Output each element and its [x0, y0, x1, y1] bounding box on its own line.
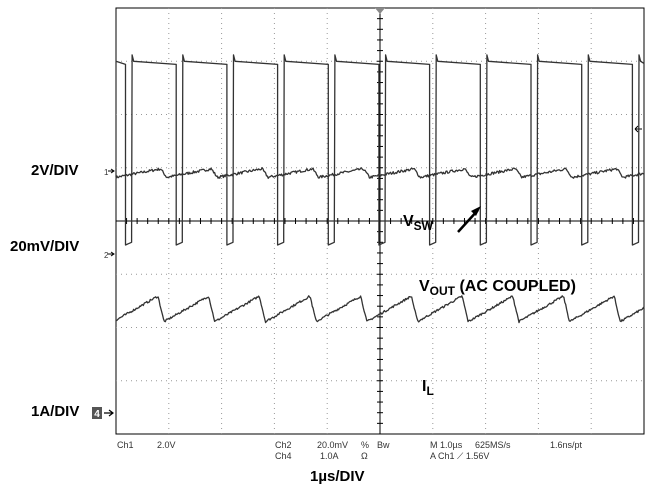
readout-ch2-sym: %	[361, 440, 370, 450]
graticule	[115, 7, 645, 435]
readout-ch1-scale: 2.0V	[157, 440, 176, 450]
readout-resolution: 1.6ns/pt	[550, 440, 583, 450]
ch4-marker-number: 4	[94, 409, 100, 420]
readout-ch4-scale: 1.0A	[320, 451, 339, 461]
readout-ch1: Ch1	[117, 440, 134, 450]
ch2-scale-label: 20mV/DIV	[10, 238, 80, 255]
ch4-marker-box	[92, 407, 102, 419]
vsw-label: VSW	[403, 213, 433, 233]
vsw-sub: SW	[413, 219, 434, 234]
ch2-marker-arrow	[108, 251, 115, 257]
readout-ch4-sym: Ω	[361, 451, 368, 461]
readout-sample-rate: 625MS/s	[475, 440, 511, 450]
il-sub: L	[426, 384, 434, 399]
readout-trigger: A Ch1 ⟋ 1.56V	[430, 451, 490, 461]
ch4-marker-arrow	[104, 409, 114, 417]
vout-main: V	[419, 278, 430, 295]
trace-vsw	[115, 54, 645, 246]
trace-vout	[115, 167, 645, 179]
vout-sub: OUT	[429, 284, 456, 299]
readout-ch4: Ch4	[275, 451, 292, 461]
ch1-scale-label: 2V/DIV	[31, 162, 79, 179]
vout-label: VOUT (AC COUPLED)	[419, 278, 576, 298]
vout-note: (AC COUPLED)	[459, 278, 576, 295]
readout-ch2: Ch2	[275, 440, 292, 450]
ch1-marker-arrow	[108, 168, 115, 174]
ch1-marker-number: 1	[104, 168, 109, 177]
trace-il	[115, 295, 645, 324]
vsw-pointer-head	[471, 206, 481, 216]
readout-bw: Bw	[377, 440, 390, 450]
trigger-position-marker	[375, 8, 385, 14]
il-main: I	[422, 378, 427, 395]
timebase-label: 1µs/DIV	[310, 468, 365, 485]
ch4-scale-label: 1A/DIV	[31, 403, 80, 420]
traces	[115, 54, 645, 324]
channel-markers: 1 2 4	[92, 168, 481, 420]
ch2-marker-number: 2	[104, 251, 109, 260]
readout-timebase: M 1.0µs	[430, 440, 463, 450]
readout-ch2-scale: 20.0mV	[317, 440, 349, 450]
vsw-main: V	[403, 213, 414, 230]
il-label: IL	[422, 378, 434, 398]
